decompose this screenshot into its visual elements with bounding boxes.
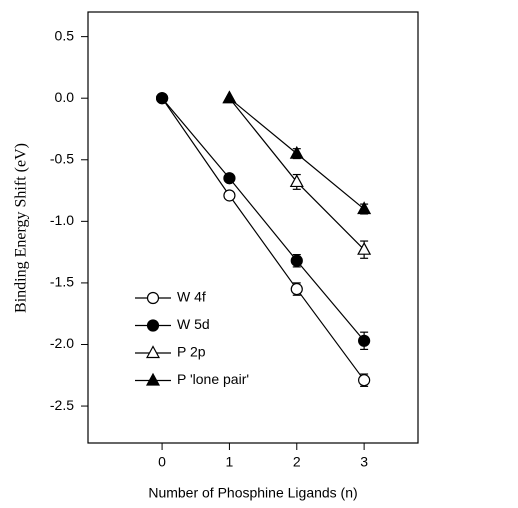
y-tick-label: -2.5	[50, 397, 74, 413]
x-tick-label: 0	[158, 454, 166, 470]
marker	[289, 145, 304, 159]
marker	[155, 92, 169, 105]
x-axis-label: Number of Phosphine Ligands (n)	[148, 485, 357, 501]
legend-marker	[146, 319, 160, 332]
y-axis-label: Binding Energy Shift (eV)	[13, 143, 30, 313]
y-tick-label: -1.0	[50, 212, 74, 228]
legend-label: W 4f	[177, 289, 206, 305]
marker	[289, 174, 304, 188]
y-tick-label: -0.5	[50, 150, 74, 166]
y-tick-label: -1.5	[50, 274, 74, 290]
marker	[357, 241, 372, 255]
y-tick-label: -2.0	[50, 335, 74, 351]
legend-label: W 5d	[177, 316, 210, 332]
legend-marker	[146, 291, 160, 305]
x-tick-label: 3	[360, 454, 368, 470]
y-tick-label: 0.5	[55, 27, 75, 43]
marker	[222, 90, 237, 104]
marker	[358, 374, 371, 387]
legend-label: P 2p	[177, 344, 206, 360]
marker	[357, 201, 372, 215]
legend-marker	[145, 372, 161, 386]
marker	[290, 254, 303, 267]
marker	[290, 282, 303, 296]
series-line	[161, 97, 365, 381]
legend-label: P 'lone pair'	[177, 371, 249, 387]
plot-frame	[87, 11, 419, 444]
legend-marker	[145, 345, 161, 359]
y-tick-label: 0.0	[55, 89, 75, 105]
marker	[223, 189, 236, 202]
x-tick-label: 2	[293, 454, 301, 470]
series-line	[161, 97, 365, 342]
marker	[358, 334, 371, 347]
marker	[223, 172, 236, 185]
x-tick-label: 1	[226, 454, 234, 470]
series-line	[228, 97, 365, 251]
